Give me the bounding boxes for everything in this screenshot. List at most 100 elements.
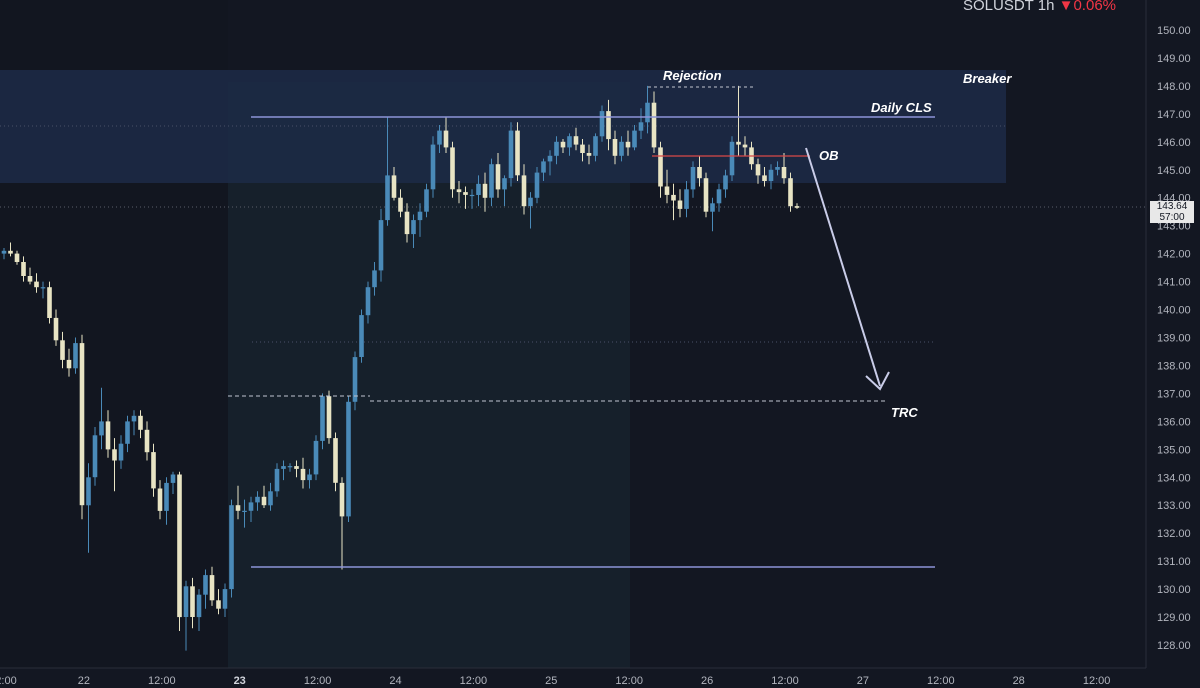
candle-body	[79, 343, 85, 506]
candle	[385, 116, 390, 226]
candle-body	[209, 575, 215, 601]
candle-body	[411, 220, 416, 235]
candle	[105, 410, 111, 458]
candle	[755, 158, 761, 184]
candle-body	[417, 211, 423, 221]
y-tick-label: 139.00	[1157, 333, 1191, 345]
candle-body	[456, 189, 462, 193]
x-tick-label: 25	[545, 675, 557, 687]
candle-body	[541, 161, 546, 173]
candle-body	[469, 194, 475, 197]
candle	[326, 390, 332, 444]
candle	[443, 116, 449, 153]
candle-body	[567, 136, 572, 148]
candle	[684, 181, 689, 218]
candle	[27, 267, 33, 285]
candle-body	[560, 141, 566, 148]
candle	[469, 189, 475, 209]
candle	[671, 183, 676, 221]
candle-body	[144, 429, 150, 453]
candle-body	[268, 491, 273, 506]
candle	[515, 122, 520, 181]
candle-body	[183, 586, 189, 617]
candle	[625, 130, 631, 156]
candle-body	[196, 594, 202, 618]
candle	[157, 480, 163, 520]
candle-body	[151, 452, 156, 489]
candle-body	[333, 438, 338, 483]
candle	[729, 136, 735, 181]
candle	[1, 248, 7, 260]
symbol-name: SOLUSDT	[963, 0, 1034, 14]
y-tick-label: 140.00	[1157, 305, 1191, 317]
change-percent: 0.06%	[1073, 0, 1117, 14]
candle-body	[593, 136, 598, 156]
y-tick-label: 138.00	[1157, 361, 1191, 373]
candle-body	[398, 197, 403, 212]
x-tick-label: 12:00	[615, 675, 643, 687]
candle-body	[99, 421, 104, 436]
candle	[112, 438, 117, 492]
candle-body	[768, 169, 774, 181]
candle-body	[118, 443, 124, 461]
candle	[79, 334, 85, 520]
y-tick-label: 136.00	[1157, 416, 1191, 428]
candle-body	[92, 435, 98, 478]
candle-body	[573, 136, 579, 145]
candle	[203, 569, 208, 609]
candle	[508, 122, 514, 187]
candle-body	[391, 175, 397, 198]
candle-body	[307, 474, 312, 481]
candle	[534, 167, 540, 204]
candle-body	[788, 178, 793, 207]
candle-body	[346, 401, 351, 517]
y-tick-label: 128.00	[1157, 640, 1191, 652]
annotation-rejection: Rejection	[663, 68, 722, 83]
arrow-head	[865, 371, 890, 391]
candle	[554, 136, 559, 165]
candle-body	[554, 141, 559, 156]
candle	[781, 153, 787, 184]
candle	[320, 393, 325, 450]
candle-body	[430, 144, 436, 190]
candle-body	[1, 250, 7, 254]
candle-body	[14, 253, 20, 262]
candle-body	[287, 466, 293, 468]
annotations-group: Breaker Daily CLS Rejection OB TRC	[228, 68, 1012, 568]
candle	[281, 460, 286, 481]
candle	[372, 262, 377, 296]
candle-body	[60, 340, 65, 360]
candle-body	[365, 287, 371, 316]
candle	[190, 577, 195, 629]
candle	[365, 281, 371, 324]
candle-body	[580, 144, 585, 153]
bearish-projection-arrow	[805, 147, 881, 387]
candle	[580, 139, 585, 162]
candle-body	[489, 164, 494, 198]
candle	[47, 281, 52, 324]
candle-body	[157, 488, 163, 511]
candle	[710, 197, 715, 232]
candle-body	[47, 287, 52, 318]
candle-body	[229, 505, 234, 590]
candle	[768, 164, 774, 190]
candle-body	[339, 482, 345, 517]
candle-body	[755, 164, 761, 176]
candle	[21, 256, 26, 282]
candle	[541, 158, 546, 181]
candle	[229, 499, 234, 598]
price-axis-background	[1146, 0, 1200, 688]
price-axis-ticks: 150.00149.00148.00147.00146.00145.00144.…	[1157, 25, 1191, 652]
candle	[560, 139, 566, 153]
candle-body	[372, 270, 377, 288]
candle-body	[437, 130, 442, 145]
candle	[222, 583, 228, 617]
candle-body	[775, 167, 780, 170]
candle-body	[781, 167, 787, 179]
x-tick-label: 22	[78, 675, 90, 687]
current-price-value: 143.64	[1156, 201, 1188, 212]
symbol-header: SOLUSDT 1h ▼0.06%	[963, 0, 1116, 14]
candle	[235, 485, 241, 520]
candle-body	[352, 357, 358, 402]
